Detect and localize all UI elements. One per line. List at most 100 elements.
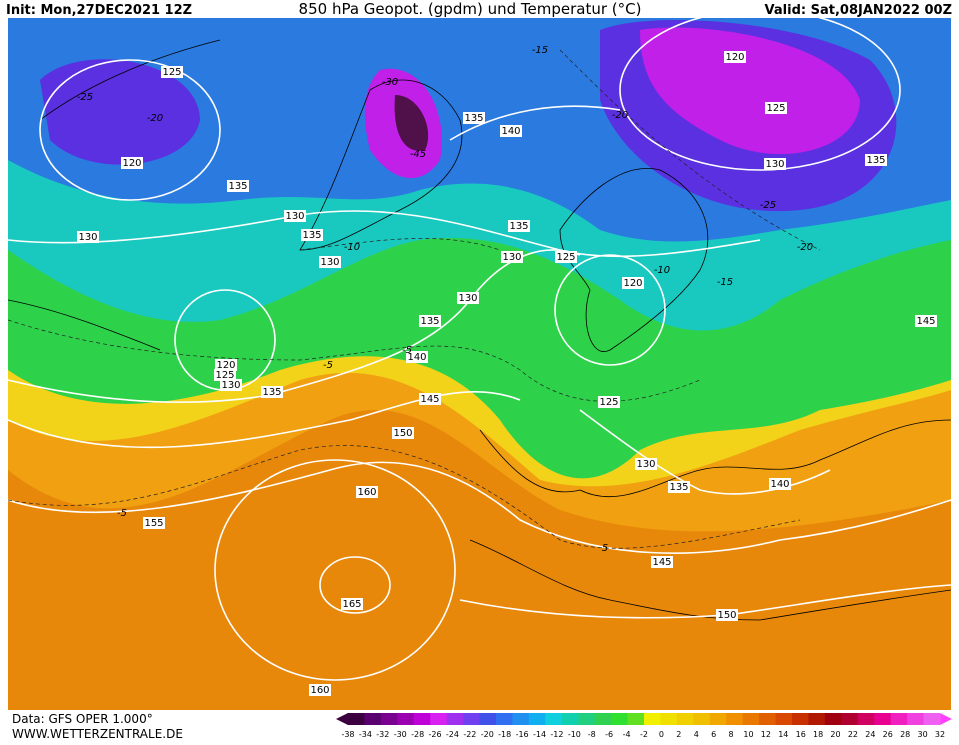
contour-label-box xyxy=(214,369,236,381)
colorbar-segment xyxy=(380,713,398,725)
colorbar-segment xyxy=(528,713,546,725)
colorbar-segment xyxy=(545,713,563,725)
colorbar-label: -2 xyxy=(640,730,648,739)
colorbar-segment xyxy=(874,713,892,725)
colorbar-label: -38 xyxy=(341,730,354,739)
temperature-label: -5 xyxy=(117,508,127,519)
contour-label: 125 xyxy=(556,252,575,263)
contour-label: 160 xyxy=(310,685,329,696)
contour-label-box xyxy=(500,125,522,137)
colorbar-label: -12 xyxy=(550,730,563,739)
contour-label-box xyxy=(724,51,746,63)
contour-label: 165 xyxy=(342,599,361,610)
contour-label-box xyxy=(622,277,644,289)
contour-label: 125 xyxy=(766,103,785,114)
contour-label-box xyxy=(215,359,237,371)
temperature-label: -10 xyxy=(654,265,670,276)
contour-label: 155 xyxy=(144,518,163,529)
contour-label: 120 xyxy=(623,278,642,289)
contour-label-box xyxy=(508,220,530,232)
colorbar-label: -24 xyxy=(446,730,459,739)
colorbar-label: -32 xyxy=(376,730,389,739)
colorbar-label: 22 xyxy=(848,730,858,739)
colorbar-label: -22 xyxy=(463,730,476,739)
contour-label-box xyxy=(341,598,363,610)
contour-label-box xyxy=(501,251,523,263)
colorbar-segment xyxy=(693,713,711,725)
contour-label: 150 xyxy=(393,428,412,439)
contour-label: 160 xyxy=(357,487,376,498)
temperature-label: -5 xyxy=(402,345,412,356)
colorbar-segment xyxy=(759,713,777,725)
colorbar-segment xyxy=(726,713,744,725)
colorbar-segment xyxy=(594,713,612,725)
contour-label-box xyxy=(769,478,791,490)
colorbar-segment xyxy=(627,713,645,725)
contour-label-box xyxy=(227,180,249,192)
colorbar-segment xyxy=(496,713,513,725)
contour-label-box xyxy=(77,231,99,243)
contour-label: 120 xyxy=(122,158,141,169)
valid-time: Valid: Sat,08JAN2022 00Z xyxy=(765,3,952,18)
contour-label: 135 xyxy=(420,316,439,327)
temperature-label: -15 xyxy=(717,277,733,288)
contour-label-box xyxy=(356,486,378,498)
contour-label: 145 xyxy=(652,557,671,568)
website: WWW.WETTERZENTRALE.DE xyxy=(12,727,183,741)
temperature-label: 5 xyxy=(602,543,608,554)
colorbar-label: -8 xyxy=(588,730,596,739)
contour-label: 125 xyxy=(215,370,234,381)
contour-label-box xyxy=(463,112,485,124)
temperature-label: -20 xyxy=(612,110,628,121)
colorbar-label: -18 xyxy=(498,730,511,739)
colorbar-label: -6 xyxy=(605,730,613,739)
contour-label-box xyxy=(161,66,183,78)
colorbar-segment xyxy=(841,713,859,725)
contour-label-box xyxy=(915,315,937,327)
colorbar-segment xyxy=(676,713,694,725)
contour-label-box xyxy=(598,396,620,408)
contour-label-box xyxy=(651,556,673,568)
colorbar-label: -16 xyxy=(516,730,529,739)
contour-label: 135 xyxy=(464,113,483,124)
colorbar-label: -26 xyxy=(429,730,442,739)
contour-label: 120 xyxy=(216,360,235,371)
colorbar-segment xyxy=(808,713,826,725)
contour-label-box xyxy=(309,684,331,696)
colorbar-label: -28 xyxy=(411,730,424,739)
temperature-label: -30 xyxy=(382,77,398,88)
colorbar-segment xyxy=(348,713,365,725)
contour-label: 130 xyxy=(320,257,339,268)
colorbar-segment xyxy=(792,713,809,725)
colorbar-label: 32 xyxy=(935,730,945,739)
contour-label: 120 xyxy=(725,52,744,63)
temperature-field xyxy=(8,18,951,710)
temperature-label: -15 xyxy=(532,45,548,56)
colorbar-label: 2 xyxy=(676,730,681,739)
temperature-label: -45 xyxy=(410,149,426,160)
colorbar-label: 26 xyxy=(883,730,893,739)
colorbar-label: 10 xyxy=(743,730,753,739)
colorbar-segment xyxy=(364,713,382,725)
colorbar-segment xyxy=(512,713,530,725)
colorbar-label: 30 xyxy=(917,730,927,739)
colorbar-segment xyxy=(561,713,579,725)
contour-label: 135 xyxy=(509,221,528,232)
colorbar-segment xyxy=(742,713,760,725)
temperature-label: -20 xyxy=(147,113,163,124)
contour-label: 130 xyxy=(458,293,477,304)
geopotential-contours xyxy=(8,18,951,681)
colorbar-segment xyxy=(890,713,908,725)
contour-label-box xyxy=(392,427,414,439)
temperature-label: -20 xyxy=(797,242,813,253)
init-time: Init: Mon,27DEC2021 12Z xyxy=(6,3,192,18)
contour-label-box xyxy=(143,517,165,529)
colorbar-label: -34 xyxy=(359,730,372,739)
temperature-isolines xyxy=(8,49,821,549)
contour-label: 130 xyxy=(765,159,784,170)
colorbar-label: 28 xyxy=(900,730,910,739)
colorbar-label: 6 xyxy=(711,730,716,739)
colorbar-label: 14 xyxy=(778,730,788,739)
